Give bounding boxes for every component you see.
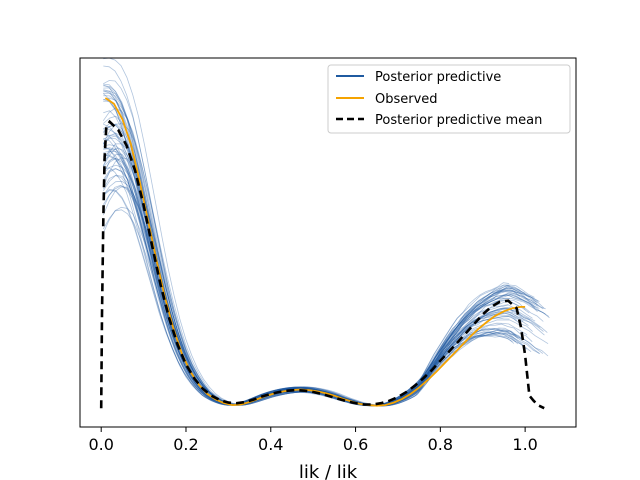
x-tick-label: 1.0	[512, 435, 537, 454]
posterior-sample-line	[103, 164, 549, 407]
posterior-sample-line	[103, 110, 536, 406]
posterior-sample-line	[102, 135, 524, 406]
posterior-sample-line	[103, 122, 539, 406]
legend-label-observed: Observed	[375, 92, 438, 107]
posterior-sample-line	[103, 90, 541, 406]
posterior-sample-line	[103, 147, 540, 407]
posterior-sample-line	[103, 95, 539, 406]
x-axis-title: lik / lik	[299, 462, 358, 480]
x-tick-label: 0.4	[258, 435, 283, 454]
posterior-sample-line	[102, 157, 521, 406]
series-line-observed	[104, 97, 526, 407]
posterior-sample-line	[103, 133, 519, 407]
posterior-sample-line	[102, 132, 533, 406]
posterior-sample-line	[103, 137, 535, 407]
posterior-sample-line	[103, 144, 515, 407]
x-tick-label: 0.8	[428, 435, 453, 454]
posterior-sample-line	[103, 189, 540, 407]
posterior-sample-line	[103, 123, 544, 406]
posterior-sample-line	[103, 115, 541, 406]
posterior-sample-line	[103, 80, 517, 406]
posterior-sample-line	[103, 92, 524, 406]
x-tick-label: 0.0	[88, 435, 113, 454]
posterior-sample-line	[102, 153, 537, 406]
legend: Posterior predictive Observed Posterior …	[327, 64, 571, 134]
posterior-sample-line	[103, 138, 531, 406]
posterior-sample-line	[103, 89, 545, 406]
posterior-sample-line	[102, 107, 517, 406]
x-tick-label: 0.2	[173, 435, 198, 454]
series-line-posterior-predictive-mean	[99, 119, 545, 410]
posterior-sample-line	[102, 123, 550, 406]
posterior-sample-line	[103, 85, 538, 406]
posterior-sample-line	[103, 98, 545, 406]
posterior-sample-line	[102, 143, 522, 406]
x-axis: 0.0 0.2 0.4 0.6 0.8 1.0	[88, 427, 538, 454]
posterior-sample-line	[103, 100, 510, 406]
posterior-sample-line	[103, 90, 540, 406]
posterior-sample-line	[103, 57, 517, 406]
posterior-sample-line	[103, 124, 519, 406]
posterior-sample-line	[102, 147, 544, 406]
series-lines	[99, 97, 545, 410]
legend-label-posterior-predictive: Posterior predictive	[375, 70, 501, 85]
posterior-sample-line	[103, 188, 538, 407]
posterior-sample-line	[102, 150, 546, 406]
plot-frame	[79, 57, 577, 428]
posterior-sample-line	[103, 65, 513, 406]
posterior-sample-line	[103, 128, 546, 407]
legend-label-posterior-predictive-mean: Posterior predictive mean	[375, 113, 542, 128]
posterior-sample-line	[103, 93, 544, 406]
legend-box	[327, 64, 571, 134]
x-tick-label: 0.6	[343, 435, 368, 454]
posterior-sample-line	[103, 97, 523, 406]
